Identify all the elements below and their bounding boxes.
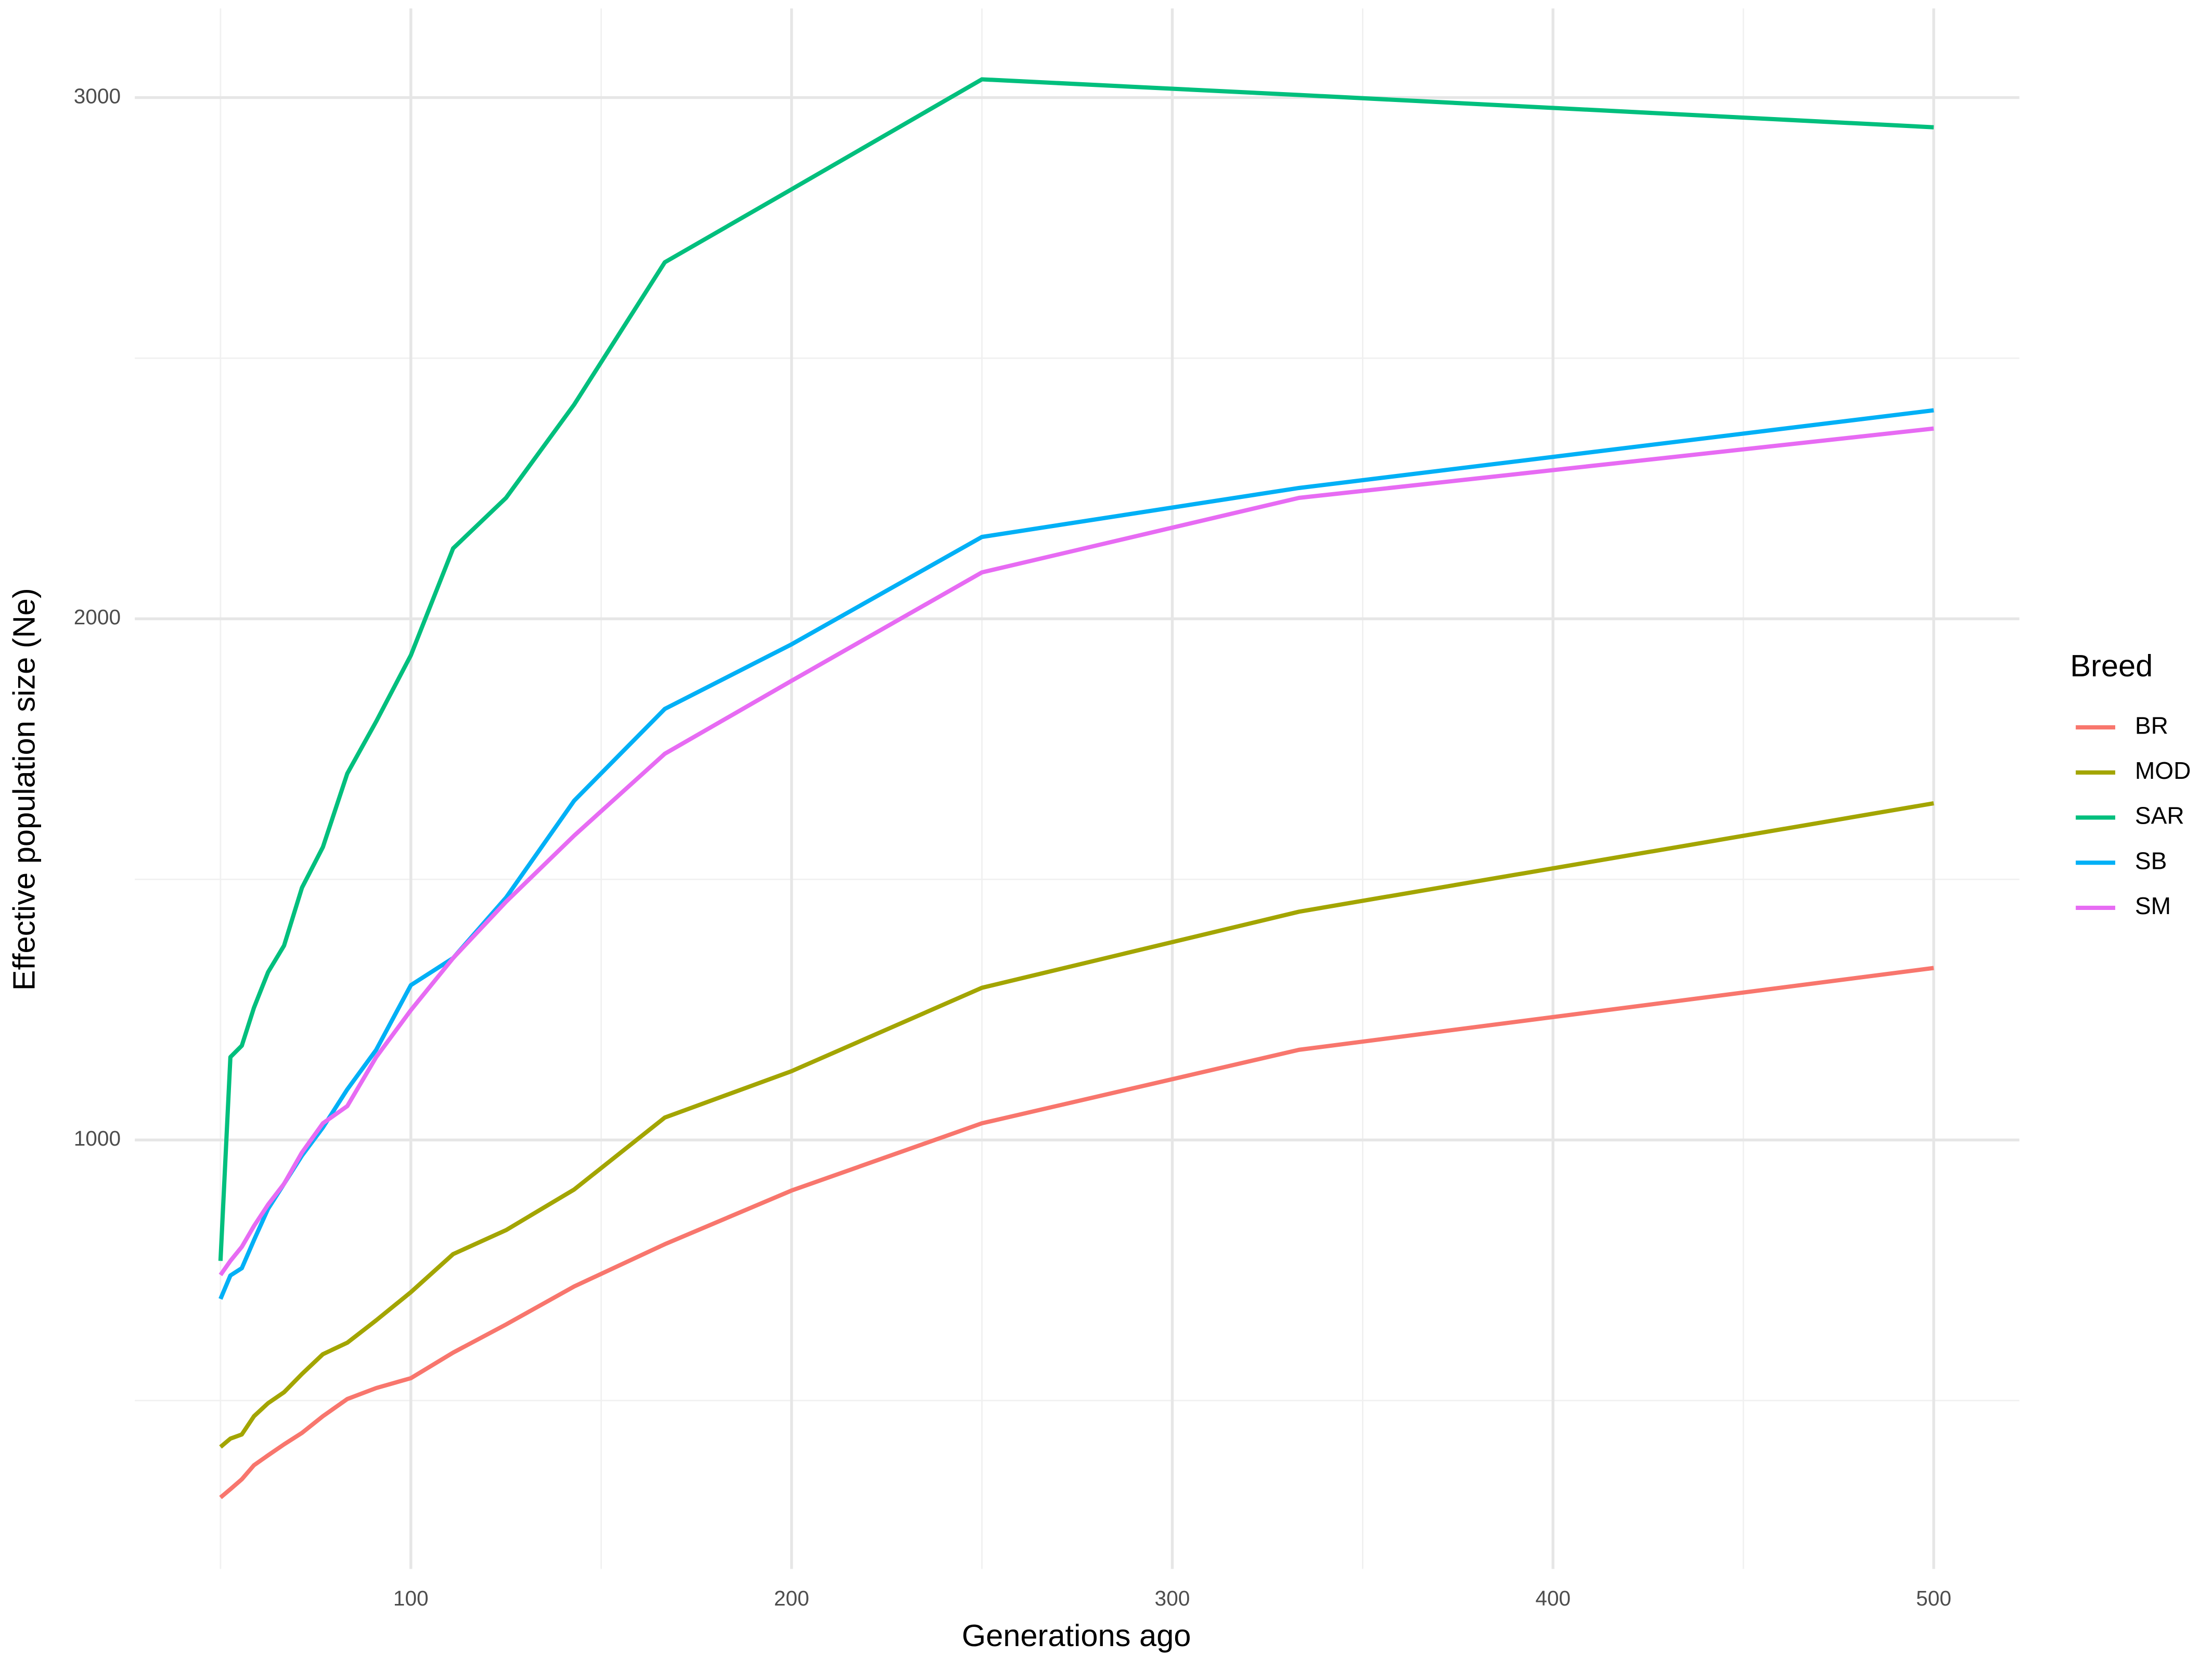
line [219, 966, 1934, 1499]
y-axis-title: Effective population size (Ne) [6, 588, 41, 991]
line [218, 77, 1934, 1261]
legend-label: SM [2135, 892, 2171, 919]
y-tick-label: 1000 [74, 1126, 121, 1150]
line [218, 426, 1934, 1276]
line [219, 801, 1934, 1449]
legend-label: SAR [2135, 802, 2184, 829]
legend-label: SB [2135, 847, 2167, 874]
legend-label: BR [2135, 712, 2168, 739]
y-tick-label: 2000 [74, 605, 121, 629]
x-tick-label: 500 [1916, 1586, 1951, 1610]
legend-label: MOD [2135, 757, 2191, 784]
x-tick-label: 100 [393, 1586, 429, 1610]
x-tick-label: 400 [1535, 1586, 1571, 1610]
line [218, 408, 1934, 1300]
x-axis-title: Generations ago [962, 1618, 1191, 1653]
legend-title: Breed [2070, 648, 2153, 683]
x-tick-label: 200 [774, 1586, 809, 1610]
x-tick-label: 300 [1155, 1586, 1190, 1610]
y-tick-label: 3000 [74, 84, 121, 108]
